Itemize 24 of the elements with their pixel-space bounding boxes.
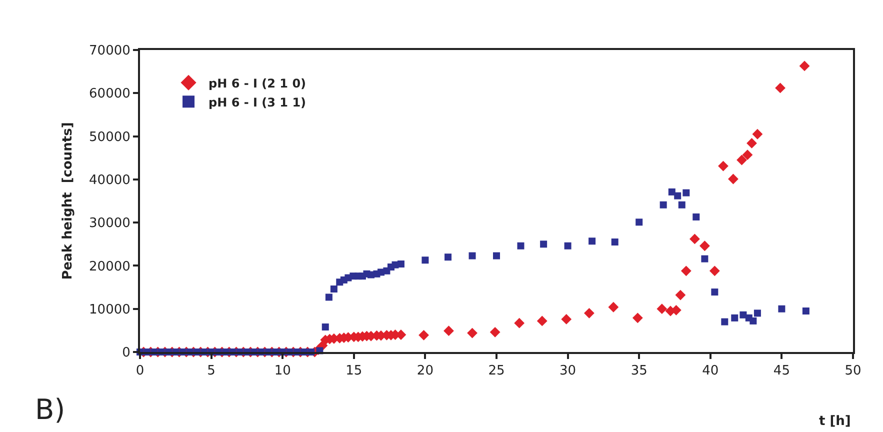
x-tick-label: 20 [416, 364, 434, 379]
x-tick-label: 15 [346, 364, 362, 379]
x-tick-label: 45 [773, 364, 790, 379]
y-axis-title: Peak height [counts] [60, 122, 76, 280]
x-tick-label: 10 [274, 364, 291, 379]
x-axis-title: t [h] [819, 414, 851, 429]
y-tick-label: 50000 [89, 130, 130, 145]
y-tick-label: 40000 [89, 172, 130, 188]
y-tick-label: 30000 [89, 216, 130, 232]
text: B) [35, 393, 66, 426]
x-tick-label: 25 [488, 364, 505, 379]
legend-label: pH 6 - I (2 1 0) [208, 76, 306, 90]
x-tick-label: 50 [844, 364, 862, 379]
y-tick-label: 60000 [89, 86, 130, 102]
y-tick-label: 20000 [89, 259, 130, 274]
x-tick-label: 0 [136, 364, 144, 379]
x-tick-label: 35 [630, 364, 648, 379]
legend-label: pH 6 - I (3 1 1) [208, 95, 306, 110]
x-tick-label: 5 [207, 364, 216, 379]
y-tick-label: 10000 [89, 302, 130, 318]
x-tick-label: 40 [702, 364, 719, 379]
x-tick-label: 30 [560, 364, 576, 379]
y-tick-label: 70000 [89, 44, 130, 59]
y-tick-label: 0 [122, 346, 130, 361]
